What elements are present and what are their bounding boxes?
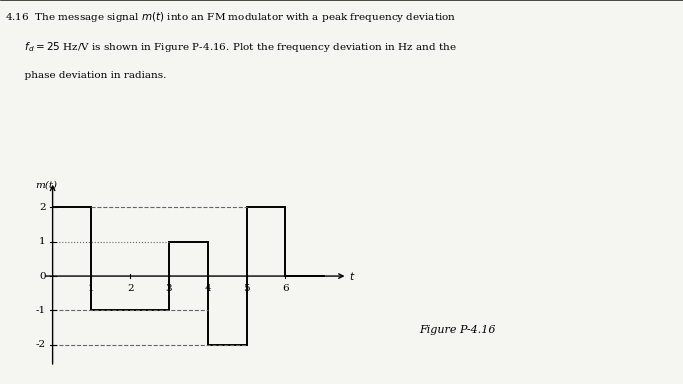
Text: 5: 5: [243, 284, 250, 293]
Text: -1: -1: [36, 306, 46, 315]
Text: Figure P-4.16: Figure P-4.16: [419, 325, 496, 335]
Text: 2: 2: [127, 284, 133, 293]
Text: m(t): m(t): [35, 181, 57, 190]
Text: $f_d = 25$ Hz/V is shown in Figure P-4.16. Plot the frequency deviation in Hz an: $f_d = 25$ Hz/V is shown in Figure P-4.1…: [5, 40, 457, 54]
Text: 3: 3: [166, 284, 172, 293]
Text: 0: 0: [39, 271, 46, 281]
Text: $t$: $t$: [349, 270, 356, 282]
Text: -2: -2: [36, 340, 46, 349]
Text: phase deviation in radians.: phase deviation in radians.: [5, 71, 167, 80]
Text: 4: 4: [204, 284, 211, 293]
Text: 2: 2: [39, 203, 46, 212]
Text: 1: 1: [39, 237, 46, 246]
Text: 6: 6: [282, 284, 289, 293]
Text: 4.16  The message signal $m(t)$ into an FM modulator with a peak frequency devia: 4.16 The message signal $m(t)$ into an F…: [5, 10, 457, 23]
Text: 1: 1: [88, 284, 95, 293]
